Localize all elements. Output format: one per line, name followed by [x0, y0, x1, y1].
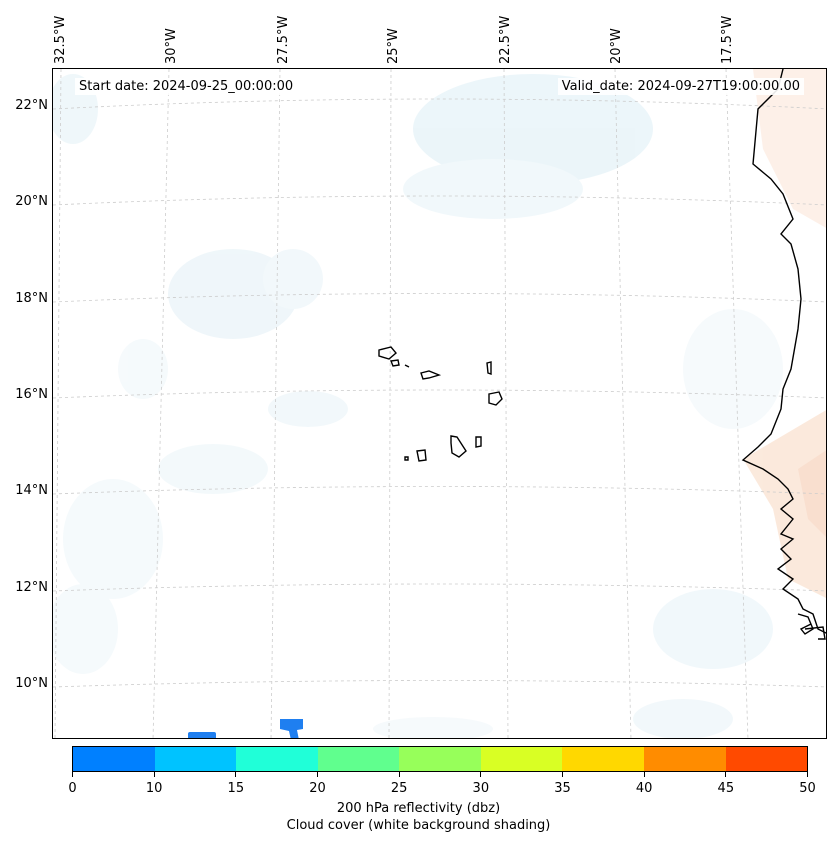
start-date-label: Start date: 2024-09-25_00:00:00 [75, 78, 298, 95]
colorbar-tick-mark [153, 772, 155, 777]
lon-label-17-5w: 17.5°W [720, 15, 735, 64]
colorbar-tick-mark [480, 772, 482, 777]
reflectivity-blobs [188, 719, 303, 738]
colorbar-segment [73, 747, 155, 771]
valid-date-label: Valid_date: 2024-09-27T19:00:00.00 [557, 78, 804, 95]
colorbar-segment [562, 747, 644, 771]
colorbar-segment [317, 747, 400, 771]
lon-label-27-5w: 27.5°W [276, 15, 291, 64]
lat-label-16n: 16°N [15, 387, 48, 402]
colorbar-tick-label: 10 [145, 781, 163, 796]
colorbar-tick-label: 25 [390, 781, 408, 796]
colorbar-segment [154, 747, 237, 771]
lon-label-25w: 25°W [386, 28, 401, 64]
colorbar-tick-mark [725, 772, 727, 777]
land-shading [743, 69, 826, 598]
lon-label-22-5w: 22.5°W [498, 15, 513, 64]
colorbar-segment [643, 747, 726, 771]
colorbar-tick-label: 45 [717, 781, 735, 796]
lat-label-18n: 18°N [15, 291, 48, 306]
colorbar-segment [399, 747, 481, 771]
colorbar-tick-label: 35 [554, 781, 571, 796]
map-canvas [53, 69, 826, 738]
colorbar-tick-label: 15 [227, 781, 245, 796]
colorbar [72, 746, 808, 772]
coastline [741, 69, 826, 640]
colorbar-tick-mark [235, 772, 237, 777]
colorbar-title: 200 hPa reflectivity (dbz) [336, 801, 501, 816]
colorbar-tick-mark [562, 772, 563, 777]
colorbar-segment [725, 747, 808, 771]
map-panel: Start date: 2024-09-25_00:00:00 Valid_da… [52, 68, 827, 739]
lat-label-20n: 20°N [15, 194, 48, 209]
colorbar-tick-mark [317, 772, 318, 777]
colorbar-tick-label: 20 [309, 781, 326, 796]
lat-label-12n: 12°N [15, 580, 48, 595]
lon-label-30w: 30°W [164, 28, 179, 64]
lat-label-10n: 10°N [15, 676, 48, 691]
colorbar-segment [480, 747, 563, 771]
lon-label-20w: 20°W [609, 28, 624, 64]
graticule [53, 69, 826, 738]
colorbar-tick-mark [72, 772, 73, 777]
colorbar-tick-mark [643, 772, 645, 777]
lat-label-14n: 14°N [15, 483, 48, 498]
colorbar-tick-label: 0 [68, 781, 77, 796]
lat-label-22n: 22°N [15, 98, 48, 113]
colorbar-tick-label: 50 [799, 781, 816, 796]
cloud-cover-shading [53, 74, 783, 738]
colorbar-tick-mark [807, 772, 808, 777]
colorbar-subtitle: Cloud cover (white background shading) [286, 818, 551, 833]
islands [378, 346, 503, 462]
colorbar-segment [236, 747, 318, 771]
colorbar-tick-label: 40 [635, 781, 653, 796]
colorbar-tick-label: 30 [472, 781, 490, 796]
lon-label-32-5w: 32.5°W [53, 15, 68, 64]
colorbar-tick-mark [398, 772, 400, 777]
